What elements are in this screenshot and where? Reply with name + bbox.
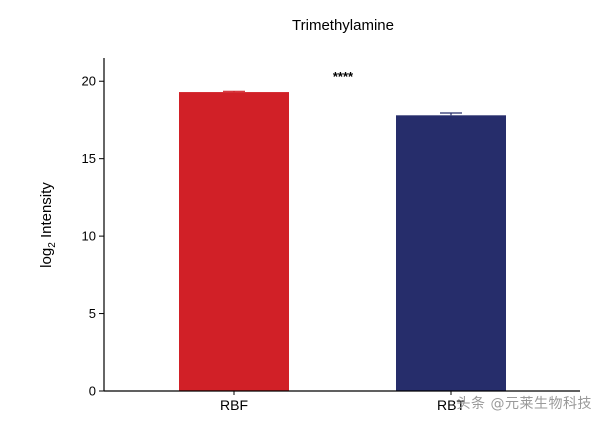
- y-tick-label-0: 0: [89, 384, 96, 399]
- chart-title: Trimethylamine: [292, 17, 394, 34]
- plot-group: RBF RBT 0 5 10 15 20: [82, 58, 580, 413]
- y-tick-label-15: 15: [82, 151, 96, 166]
- y-label-main: log: [38, 248, 55, 268]
- bar-rbf: [179, 92, 289, 392]
- y-axis-label: log2 Intensity: [38, 182, 58, 268]
- x-tick-label-rbf: RBF: [220, 397, 248, 413]
- watermark: 头条 @元莱生物科技: [456, 396, 592, 412]
- significance-label: ****: [333, 69, 354, 84]
- bar-rbt: [396, 115, 506, 391]
- y-tick-label-10: 10: [82, 229, 96, 244]
- y-tick-label-20: 20: [82, 74, 96, 89]
- y-label-rest: Intensity: [38, 182, 55, 243]
- y-tick-label-5: 5: [89, 306, 96, 321]
- y-label-sub: 2: [47, 242, 58, 248]
- x-tick-label-rbt: RBT: [437, 397, 465, 413]
